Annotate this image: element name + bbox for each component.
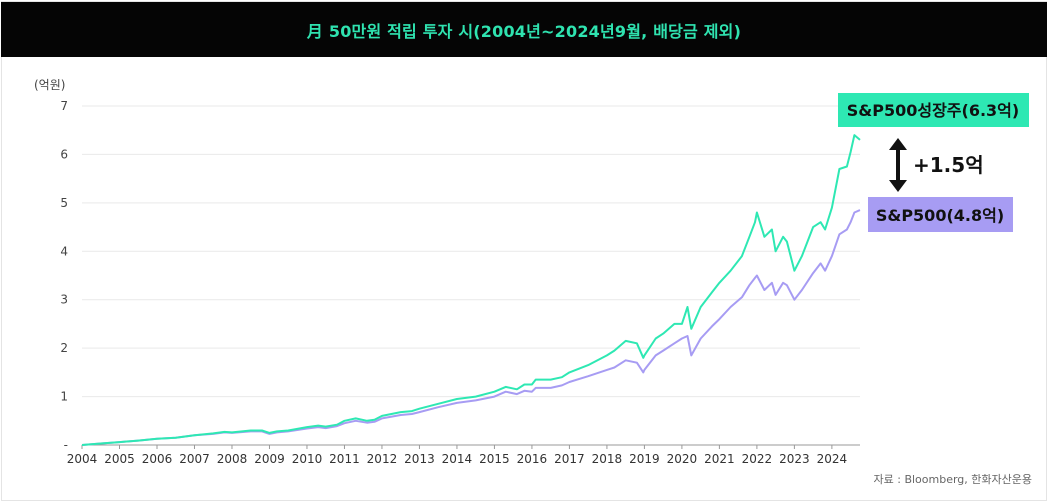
x-tick-label: 2009 (254, 452, 285, 466)
difference-arrow-icon (889, 138, 907, 192)
unit-label: (억원) (34, 78, 65, 92)
x-tick-label: 2010 (292, 452, 323, 466)
y-tick-label: 6 (60, 147, 68, 161)
y-axis-ticks: - 1 2 3 4 5 6 7 (60, 99, 68, 452)
x-tick-label: 2020 (667, 452, 698, 466)
y-tick-label: 4 (60, 244, 68, 258)
sp500-series-line (81, 209, 861, 446)
growth-series-line (81, 134, 861, 446)
y-tick-label: 3 (60, 293, 68, 307)
x-tick-label: 2024 (817, 452, 848, 466)
x-tick-label: 2022 (742, 452, 773, 466)
title-bar: 月 50만원 적립 투자 시(2004년~2024년9월, 배당금 제외) (1, 2, 1047, 57)
x-tick-label: 2013 (404, 452, 435, 466)
chart-title: 月 50만원 적립 투자 시(2004년~2024년9월, 배당금 제외) (306, 21, 742, 41)
x-tick-label: 2014 (442, 452, 473, 466)
sp500-series-label: S&P500(4.8억) (876, 206, 1004, 225)
source-note: 자료 : Bloomberg, 한화자산운용 (874, 473, 1033, 486)
grid-lines (82, 105, 860, 398)
x-tick-label: 2007 (179, 452, 210, 466)
y-tick-label: 2 (60, 341, 68, 355)
x-tick-label: 2017 (554, 452, 585, 466)
x-tick-label: 2015 (479, 452, 510, 466)
x-tick-label: 2005 (104, 452, 135, 466)
x-tick-label: 2021 (704, 452, 735, 466)
y-tick-label: 1 (60, 390, 68, 404)
x-tick-label: 2016 (517, 452, 548, 466)
x-tick-label: 2008 (217, 452, 248, 466)
y-tick-label: 5 (60, 196, 68, 210)
x-tick-label: 2004 (67, 452, 98, 466)
sp500-label-box (868, 197, 1013, 232)
x-axis-ticks: 2004 2005 2006 2007 2008 2009 2010 2011 2012 2013… (67, 445, 847, 466)
y-tick-label: 7 (60, 99, 68, 113)
x-tick-label: 2023 (779, 452, 810, 466)
x-tick-label: 2012 (367, 452, 398, 466)
growth-label-box (838, 93, 1029, 127)
x-tick-label: 2006 (142, 452, 173, 466)
x-tick-label: 2018 (592, 452, 623, 466)
y-tick-label: - (64, 438, 68, 452)
x-tick-label: 2019 (629, 452, 660, 466)
x-tick-label: 2011 (329, 452, 360, 466)
growth-series-label: S&P500성장주(6.3억) (847, 101, 1019, 120)
difference-label: +1.5억 (913, 153, 984, 177)
series-lines (81, 134, 861, 446)
